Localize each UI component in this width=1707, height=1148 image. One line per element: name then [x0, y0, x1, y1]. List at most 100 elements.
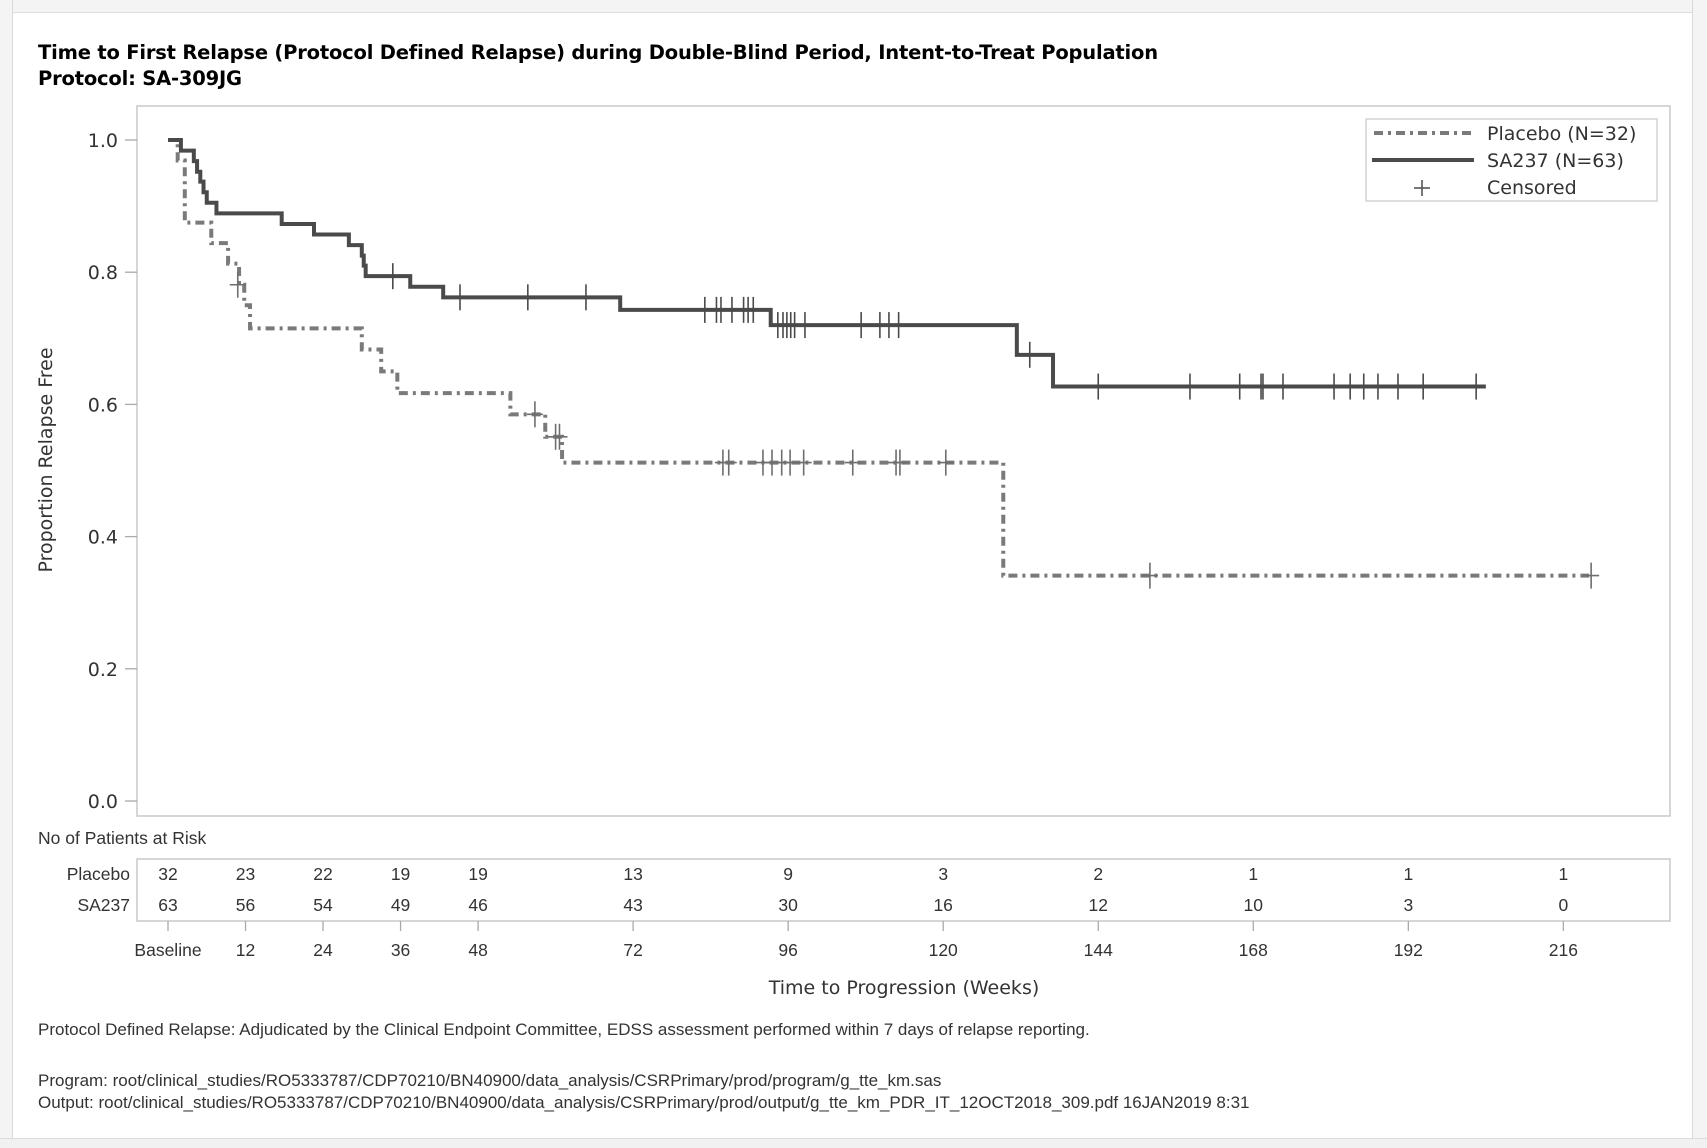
legend-label-censored: Censored [1487, 177, 1577, 199]
chart-title-line1: Time to First Relapse (Protocol Defined … [38, 41, 1158, 64]
censor-mark-sa237 [1181, 373, 1198, 400]
censor-mark-sa237 [519, 284, 536, 311]
censor-mark-sa237 [1274, 373, 1291, 400]
censor-mark-placebo [720, 449, 737, 476]
legend-label-sa237: SA237 (N=63) [1487, 150, 1624, 172]
censor-mark-placebo [937, 449, 954, 476]
x-tick-label: 144 [1084, 940, 1113, 960]
y-tick-label: 0.2 [88, 659, 118, 681]
censor-mark-placebo [891, 449, 908, 476]
risk-value-sa237: 56 [236, 895, 255, 915]
risk-value-placebo: 22 [313, 864, 332, 884]
risk-value-placebo: 9 [783, 864, 793, 884]
x-tick-label: 12 [236, 940, 255, 960]
risk-value-sa237: 63 [158, 895, 177, 915]
footnote-definition: Protocol Defined Relapse: Adjudicated by… [38, 1020, 1090, 1039]
censor-mark-sa237 [1468, 373, 1485, 400]
x-tick-label: 36 [391, 940, 410, 960]
censor-mark-sa237 [745, 296, 762, 323]
censor-mark-placebo [1141, 562, 1158, 589]
risk-value-sa237: 3 [1403, 895, 1413, 915]
censor-mark-placebo [844, 449, 861, 476]
plot-frame [136, 105, 1671, 817]
window-top-border [0, 0, 1707, 13]
censor-mark-placebo [229, 271, 246, 298]
footnote-program: Program: root/clinical_studies/RO5333787… [38, 1071, 942, 1090]
y-tick-label: 0.6 [88, 394, 118, 416]
x-axis-title: Time to Progression (Weeks) [768, 977, 1040, 999]
y-axis-title: Proportion Relapse Free [35, 347, 57, 572]
censor-mark-placebo [795, 449, 812, 476]
censor-mark-sa237 [1254, 373, 1271, 400]
chart-title-line2: Protocol: SA-309JG [38, 67, 242, 90]
censor-mark-sa237 [1355, 373, 1372, 400]
y-tick-label: 0.8 [88, 262, 118, 284]
risk-value-placebo: 1 [1558, 864, 1568, 884]
risk-value-placebo: 2 [1093, 864, 1103, 884]
y-tick-label: 1.0 [88, 130, 118, 152]
x-tick-label: 48 [468, 940, 487, 960]
risk-table-values: 32 23 22 19 19 13 9 3 2 1 1 163 56 54 49 46 43 30 16 12 10 3 0 [158, 864, 1568, 915]
censor-mark-sa237 [796, 312, 813, 339]
x-tick-label: 120 [929, 940, 958, 960]
x-axis: Baseline 12 24 36 48 72 96 120 144 168 192 216 [134, 921, 1578, 960]
x-tick-label: 24 [313, 940, 333, 960]
censor-mark-placebo [782, 449, 799, 476]
risk-value-placebo: 23 [236, 864, 255, 884]
y-axis: 0.0 0.2 0.4 0.6 0.8 1.0 [88, 130, 137, 813]
legend-label-placebo: Placebo (N=32) [1487, 123, 1636, 145]
legend: Placebo (N=32) SA237 (N=63) Censored [1365, 118, 1658, 202]
window-left-border [0, 0, 13, 1147]
risk-value-placebo: 19 [468, 864, 487, 884]
x-tick-label: 192 [1394, 940, 1423, 960]
censor-mark-placebo [1583, 562, 1600, 589]
risk-value-sa237: 12 [1089, 895, 1108, 915]
risk-row-label-placebo: Placebo [67, 864, 130, 884]
censor-mark-sa237 [853, 312, 870, 339]
risk-value-placebo: 32 [158, 864, 177, 884]
risk-value-placebo: 3 [938, 864, 948, 884]
window-bottom-border [0, 1138, 1707, 1148]
risk-value-sa237: 49 [391, 895, 410, 915]
curve-sa237 [168, 138, 1486, 389]
censor-mark-sa237 [1369, 373, 1386, 400]
censor-mark-sa237 [1090, 373, 1107, 400]
censor-mark-sa237 [577, 284, 594, 311]
risk-value-sa237: 43 [623, 895, 642, 915]
risk-row-label-sa237: SA237 [77, 895, 130, 915]
x-tick-label: 216 [1549, 940, 1578, 960]
censor-mark-sa237 [890, 312, 907, 339]
censor-mark-sa237 [1415, 373, 1432, 400]
censor-mark-placebo [551, 423, 568, 450]
risk-value-placebo: 19 [391, 864, 410, 884]
survival-curves [168, 138, 1590, 578]
risk-value-placebo: 13 [623, 864, 642, 884]
risk-value-placebo: 1 [1403, 864, 1413, 884]
risk-value-sa237: 54 [313, 895, 333, 915]
risk-value-placebo: 1 [1248, 864, 1258, 884]
risk-value-sa237: 30 [778, 895, 798, 915]
risk-value-sa237: 0 [1558, 895, 1568, 915]
risk-value-sa237: 10 [1244, 895, 1264, 915]
risk-table-title: No of Patients at Risk [38, 828, 207, 848]
censor-mark-sa237 [451, 284, 468, 311]
censor-mark-sa237 [1021, 341, 1038, 368]
y-tick-label: 0.0 [88, 791, 118, 813]
censor-mark-sa237 [1389, 373, 1406, 400]
censor-mark-sa237 [1342, 373, 1359, 400]
x-tick-label: 96 [778, 940, 797, 960]
chart-title: Time to First Relapse (Protocol Defined … [38, 40, 1158, 92]
y-tick-label: 0.4 [88, 527, 118, 549]
curve-placebo [168, 138, 1590, 578]
censor-mark-sa237 [384, 263, 401, 290]
censor-mark-sa237 [1231, 373, 1248, 400]
x-tick-label: 72 [623, 940, 642, 960]
censor-marks [229, 263, 1600, 589]
risk-value-sa237: 46 [468, 895, 487, 915]
footnote-output: Output: root/clinical_studies/RO5333787/… [38, 1093, 1250, 1112]
censor-mark-sa237 [1326, 373, 1343, 400]
window-right-scrollbar[interactable] [1692, 0, 1707, 1147]
x-tick-label: Baseline [134, 940, 201, 960]
legend-censored-icon [1414, 180, 1430, 196]
censor-mark-placebo [526, 401, 543, 428]
